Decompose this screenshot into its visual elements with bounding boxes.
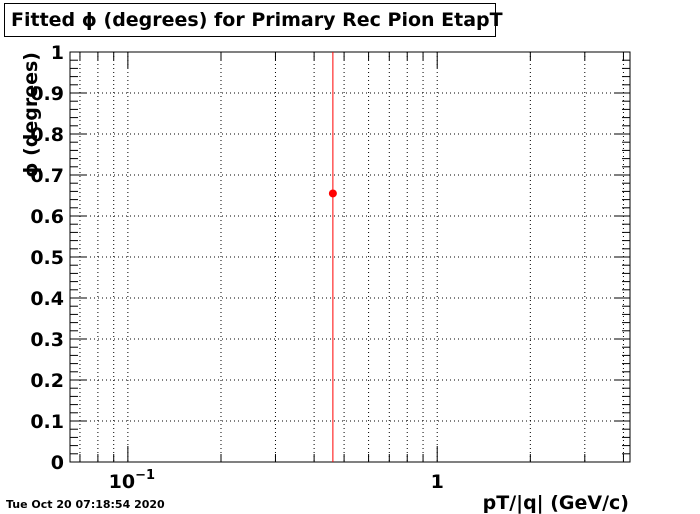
y-tick-label: 0.2: [30, 370, 64, 392]
y-tick-label: 0.8: [30, 124, 64, 146]
y-tick-label: 0.3: [30, 329, 64, 351]
y-tick-label: 0.1: [30, 411, 64, 433]
y-tick-label: 0.7: [30, 165, 64, 187]
axis-ticks: [70, 51, 630, 463]
y-tick-label: 1: [51, 42, 64, 64]
grid-lines: [70, 52, 630, 462]
x-tick-label: 1: [431, 471, 444, 493]
timestamp: Tue Oct 20 07:18:54 2020: [6, 498, 165, 511]
y-tick-label: 0.5: [30, 247, 64, 269]
data-points: [328, 52, 337, 462]
x-axis-title: pT/|q| (GeV/c): [483, 492, 629, 514]
x-tick-labels: 10−1 1: [109, 468, 444, 493]
x-tick-label: 10−1: [109, 468, 155, 493]
y-tick-label: 0.4: [30, 288, 64, 310]
y-tick-labels: 0 0.1 0.2 0.3 0.4 0.5 0.6 0.7 0.8 0.9 1: [30, 42, 64, 474]
y-tick-label: 0: [51, 452, 64, 474]
y-tick-label: 0.6: [30, 206, 64, 228]
chart-title: Fitted ϕ (degrees) for Primary Rec Pion …: [4, 3, 503, 37]
y-axis-title: ϕ (degrees): [20, 52, 42, 178]
data-point: [328, 189, 337, 198]
y-tick-label: 0.9: [30, 83, 64, 105]
